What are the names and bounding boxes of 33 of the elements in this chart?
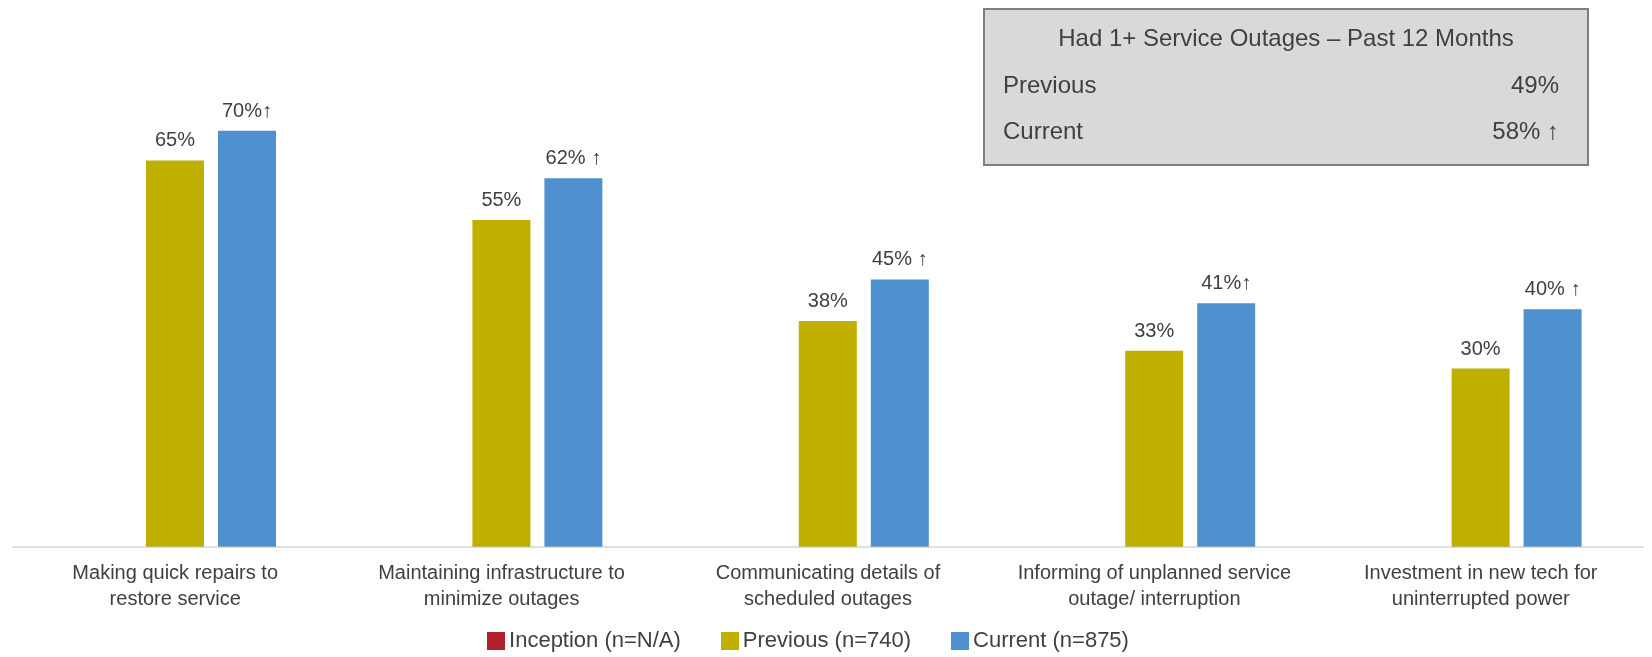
text: 49% [1510,71,1559,99]
data-label: 33% [1134,318,1175,341]
data-label: 30% [1460,336,1501,359]
data-label: 41%↑ [1201,271,1252,294]
bar [1197,303,1256,547]
annotation: 58% ↑ [1492,117,1559,145]
data-label: 70%↑ [221,98,273,121]
legend-label: Previous (n=740) [742,627,912,652]
bar [544,178,603,547]
data-label: 55% [481,187,522,210]
bar [1523,309,1582,547]
bar [218,130,276,547]
data-label: 45% ↑ [872,247,928,270]
x-tick-label: Communicating details of scheduled outages [715,561,941,609]
x-tick-label: Investment in new tech for uninterrupted power [1364,561,1598,609]
text: Had 1+ Service Outages – Past 12 Months [1057,24,1515,52]
data-label: 40% ↑ [1524,277,1581,300]
annotation: Current [1003,117,1084,145]
x-tick-label: Informing of unplanned service outage/ interruption [1017,561,1292,609]
bar [472,219,531,547]
bar [1451,368,1510,547]
legend-label: Current (n=875) [973,627,1129,652]
data-label: 65% [154,128,196,151]
bar [1125,350,1184,547]
bar [870,279,929,547]
x-tick-label: Making quick repairs to restore service [72,561,279,609]
data-label: 62% ↑ [545,146,602,169]
bar [798,321,857,547]
data-label: 38% [807,289,849,312]
text: Previous [1003,71,1097,99]
legend-label: Inception (n=N/A) [509,627,681,652]
bar [146,160,204,547]
x-tick-label: Maintaining infrastructure to minimize outages [378,561,625,609]
